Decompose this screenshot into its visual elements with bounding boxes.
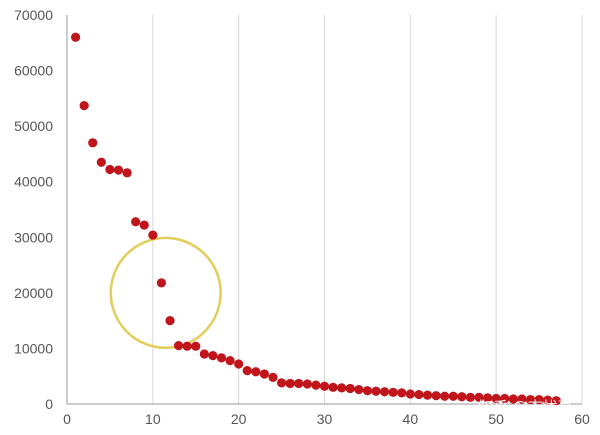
watermark: 知乎 @志忧草 [478, 398, 573, 416]
data-point [457, 392, 467, 402]
data-point [474, 392, 484, 402]
data-point [259, 369, 270, 379]
data-point [371, 386, 381, 396]
x-tick-label: 60 [574, 411, 590, 427]
y-tick-label: 70000 [14, 7, 53, 23]
x-tick-label: 40 [403, 411, 419, 427]
data-point [337, 383, 347, 393]
data-point [208, 351, 218, 361]
data-point [422, 390, 433, 400]
data-point [465, 392, 476, 402]
y-tick-label: 0 [45, 396, 53, 412]
data-point [448, 391, 458, 401]
data-point [234, 359, 244, 369]
data-point [276, 378, 287, 388]
data-point [268, 372, 278, 382]
data-point [79, 100, 89, 111]
data-point [182, 341, 192, 351]
data-point [139, 220, 149, 230]
y-tick-label: 20000 [14, 285, 53, 301]
axes [66, 15, 582, 405]
x-tick-label: 0 [63, 411, 71, 427]
annotation [109, 236, 222, 350]
data-point [362, 386, 373, 396]
data-point [328, 382, 338, 392]
y-tick-label: 30000 [14, 229, 53, 245]
y-tick-label: 40000 [14, 174, 53, 190]
data-point [345, 383, 355, 394]
data-point [131, 217, 141, 227]
x-tick-label: 30 [317, 411, 333, 427]
data-point [388, 387, 398, 397]
data-point [525, 394, 536, 405]
data-point [225, 356, 235, 366]
x-tick-labels: 0 10 20 30 40 50 60 [63, 411, 590, 427]
data-point [414, 389, 424, 400]
data-point [251, 367, 261, 377]
gridlines [152, 15, 583, 404]
data-point [70, 32, 81, 42]
data-point [311, 380, 321, 390]
data-point [379, 387, 390, 397]
data-point [148, 230, 158, 240]
data-point [302, 379, 312, 389]
data-point [440, 391, 450, 401]
y-tick-label: 60000 [14, 63, 53, 79]
data-point [216, 353, 227, 363]
data-point [165, 316, 175, 326]
y-tick-label: 10000 [14, 340, 53, 356]
data-point [534, 394, 544, 405]
x-tick-label: 10 [145, 411, 161, 427]
data-points [70, 32, 561, 406]
data-point [173, 341, 184, 351]
data-point [242, 366, 252, 376]
data-point [122, 168, 132, 178]
data-point [96, 157, 106, 167]
data-point [397, 388, 407, 398]
y-tick-labels: 0 10000 20000 30000 40000 50000 60000 70000 [14, 7, 53, 412]
x-tick-label: 50 [488, 411, 504, 427]
highlight-circle [109, 236, 222, 350]
data-point [319, 381, 330, 391]
data-point [543, 395, 553, 405]
data-point [482, 393, 493, 403]
data-point [294, 378, 304, 389]
data-point [105, 164, 115, 175]
x-tick-label: 20 [231, 411, 247, 427]
data-point [113, 165, 124, 175]
data-point [551, 396, 561, 406]
data-point [500, 393, 510, 404]
data-point [88, 138, 98, 148]
data-point [285, 378, 295, 389]
data-point [199, 349, 209, 359]
data-point [191, 341, 201, 351]
data-point [517, 394, 527, 404]
y-tick-label: 50000 [14, 118, 53, 134]
data-point [431, 391, 441, 401]
data-point [405, 389, 415, 399]
data-point [354, 384, 364, 395]
data-point [508, 394, 518, 404]
data-point [491, 393, 501, 404]
data-point [156, 278, 167, 288]
